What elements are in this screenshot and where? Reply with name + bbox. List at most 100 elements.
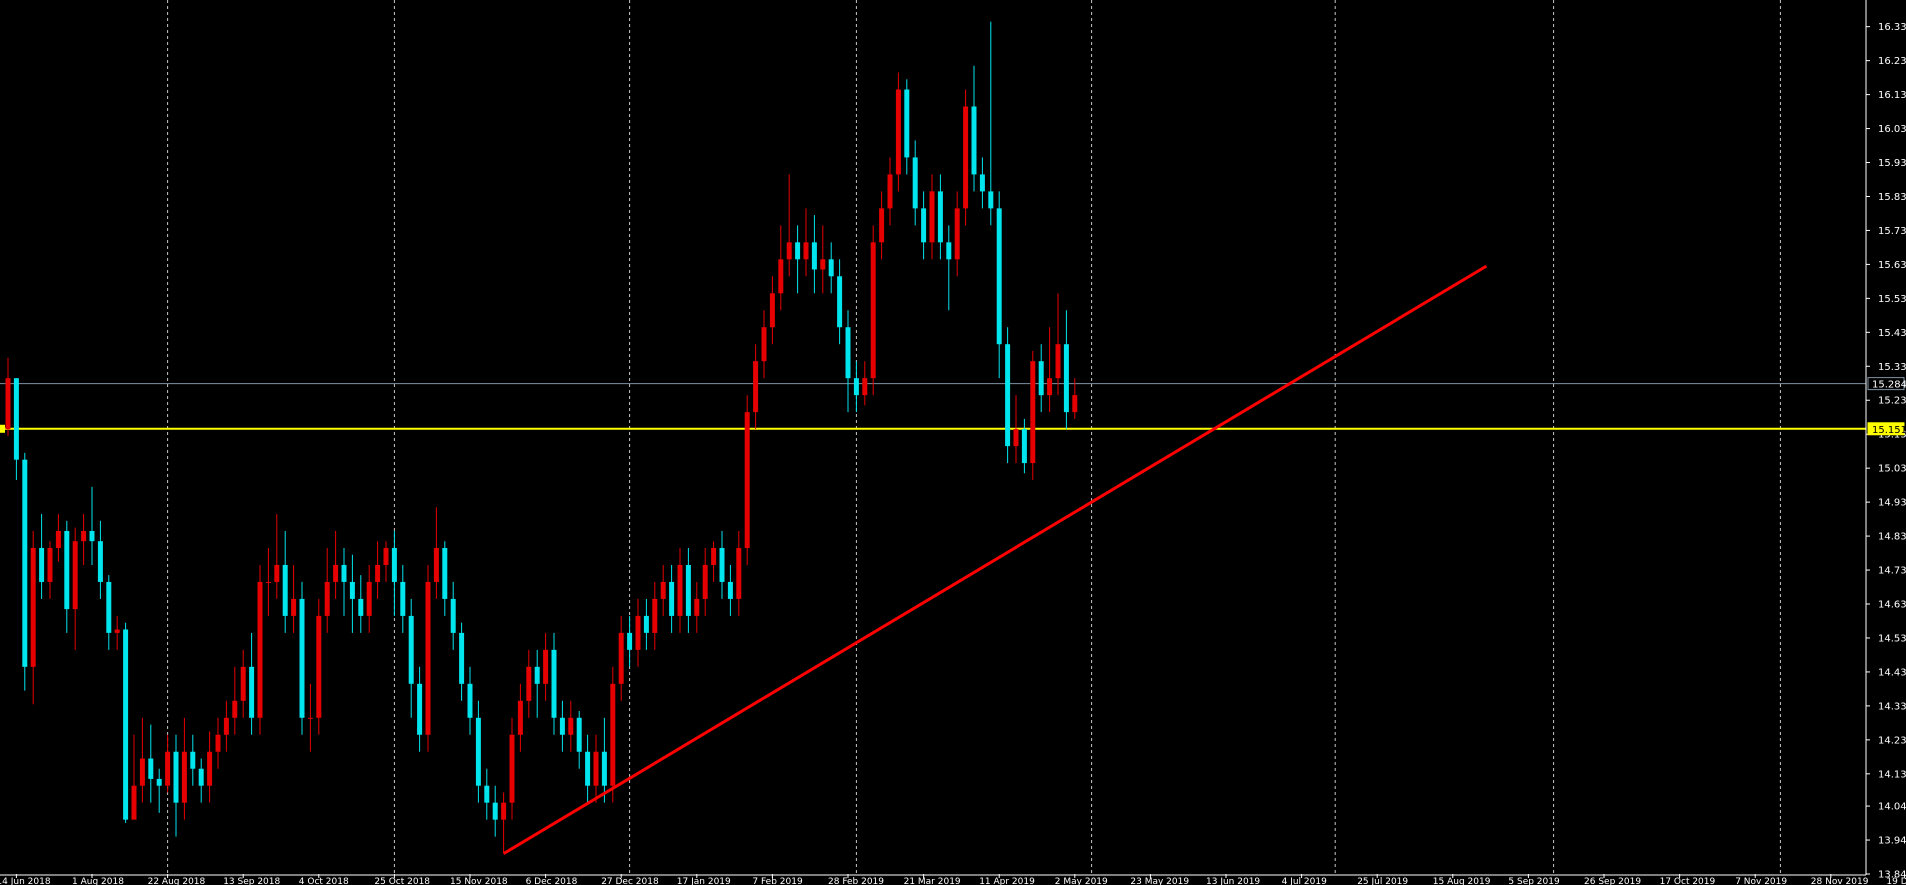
date-tick-label: 21 Mar 2019 [904,877,961,885]
candle-body [349,581,355,599]
price-tick-label: 16.035 [1878,124,1906,135]
candle-body [803,242,809,260]
candle-body [274,564,280,582]
price-tick-label: 14.435 [1878,667,1906,678]
candle-body [853,378,859,396]
candle-body [761,327,767,362]
candle-body [459,632,465,684]
price-tick-label: 15.635 [1878,260,1906,271]
candle-body [13,378,19,460]
candle-body [198,768,204,786]
date-tick-label: 4 Jul 2019 [1282,877,1327,885]
candle-body [475,717,481,786]
date-tick-label: 6 Dec 2018 [526,877,578,885]
candle-body [727,581,733,599]
candle-body [601,751,607,786]
candle-body [408,615,414,684]
candle-body [669,581,675,616]
candle-body [1038,361,1044,396]
candle-body [593,751,599,786]
candle-body [769,293,775,328]
candle-body [912,157,918,209]
date-tick-label: 15 Nov 2018 [450,877,508,885]
candle-body [719,547,725,582]
candle-body [265,581,271,583]
price-tick-label: 15.435 [1878,328,1906,339]
candle-body [139,758,145,786]
candle-body [904,89,910,158]
candle-body [333,564,339,582]
price-tick-label: 14.535 [1878,633,1906,644]
candle-body [996,208,1002,345]
price-tick-label: 15.935 [1878,158,1906,169]
date-tick-label: 4 Oct 2018 [299,877,349,885]
candle-body [324,581,330,616]
price-tick-label: 13.940 [1878,836,1906,847]
candle-body [551,649,557,718]
candle-body [148,758,154,779]
candle-body [72,541,78,610]
price-tick-label: 14.935 [1878,498,1906,509]
candle-body [694,598,700,616]
price-tick-label: 15.835 [1878,192,1906,203]
candle-body [879,208,885,243]
candle-body [55,530,61,548]
trendline[interactable] [502,264,1488,855]
candle-body [711,547,717,565]
candle-body [492,802,498,820]
candle-body [106,581,112,633]
candle-body [786,242,792,260]
price-tick-label: 14.235 [1878,735,1906,746]
price-tick-label: 15.035 [1878,464,1906,475]
candle-body [417,683,423,735]
candle-body [1013,429,1019,447]
candle-body [753,361,759,413]
candle-body [618,632,624,684]
candle-body [232,700,238,718]
candle-body [442,547,448,599]
candle-body [165,751,171,786]
candle-body [685,564,691,616]
candle-body [39,547,45,582]
candle-body [702,564,708,599]
candle-body [123,629,129,820]
candle-body [22,459,28,667]
date-tick-label: 2 May 2019 [1055,877,1108,885]
trendline-group [502,264,1488,855]
candle-body [828,259,834,277]
price-tick-label: 14.735 [1878,566,1906,577]
candle-body [677,564,683,616]
candle-body [979,174,985,192]
candle-body [652,598,658,633]
candle-body [97,541,103,582]
price-tag-label: 15.151 [1872,425,1906,436]
price-tag [1867,422,1905,436]
candles [5,21,1078,854]
candle-body [643,615,649,633]
vertical-gridlines [167,0,1781,874]
candle-body [568,717,574,735]
candle-body [1055,344,1061,379]
candle-body [131,785,137,820]
candle-body [887,174,893,209]
date-tick-label: 17 Oct 2019 [1660,877,1716,885]
candle-body [610,683,616,786]
candle-body [30,547,36,667]
candle-body [1072,395,1078,413]
price-tick-label: 14.335 [1878,701,1906,712]
candle-body [223,717,229,735]
candle-body [501,802,507,820]
candle-body [517,700,523,735]
candle-body [509,734,515,803]
candle-body [240,666,246,701]
candle-body [921,208,927,243]
date-tick-label: 7 Feb 2019 [752,877,803,885]
date-tick-label: 25 Jul 2019 [1357,877,1408,885]
date-tick-label: 26 Sep 2019 [1584,877,1641,885]
candle-body [467,683,473,718]
price-tick-label: 16.335 [1878,22,1906,33]
candle-body [484,785,490,803]
horizontal-levels [0,383,1866,430]
date-tick-label: 28 Nov 2019 [1811,877,1869,885]
